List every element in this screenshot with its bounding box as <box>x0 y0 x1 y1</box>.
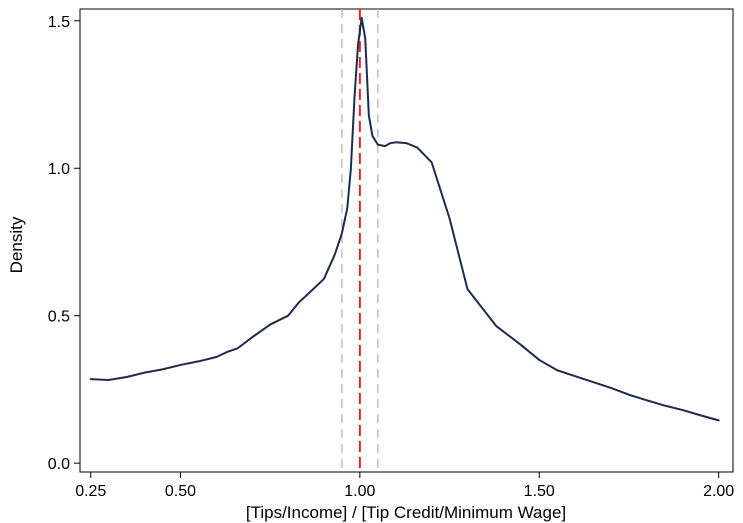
density-point <box>646 399 648 401</box>
density-point <box>538 359 540 361</box>
density-point <box>431 161 433 163</box>
density-point <box>377 144 379 146</box>
series-layer <box>89 16 720 422</box>
x-tick-label: 0.50 <box>165 483 196 500</box>
density-point <box>126 376 128 378</box>
density-point <box>368 114 370 116</box>
density-point <box>90 378 92 380</box>
density-point <box>372 135 374 137</box>
density-point <box>592 381 594 383</box>
density-point <box>334 254 336 256</box>
density-point <box>682 409 684 411</box>
density-point <box>357 43 359 45</box>
y-tick-label: 0.5 <box>48 309 70 326</box>
x-tick-label: 1.50 <box>524 483 555 500</box>
density-point <box>298 302 300 304</box>
density-point <box>346 207 348 209</box>
density-point <box>389 142 391 144</box>
density-point <box>198 361 200 363</box>
density-point <box>520 344 522 346</box>
reference-lines <box>341 9 379 472</box>
density-point <box>312 288 314 290</box>
density-point <box>144 372 146 374</box>
y-tick-label: 1.0 <box>48 161 70 178</box>
density-point <box>556 369 558 371</box>
density-point <box>467 288 469 290</box>
density-point <box>350 167 352 169</box>
density-point <box>354 97 356 99</box>
density-point <box>384 145 386 147</box>
density-series-line <box>89 16 720 422</box>
density-point <box>108 379 110 381</box>
y-axis: 0.0 0.5 1.0 1.5 <box>48 14 80 473</box>
density-point <box>628 394 630 396</box>
density-point <box>226 351 228 353</box>
density-point <box>395 141 397 143</box>
x-axis: 0.25 0.50 1.00 1.50 2.00 <box>75 472 734 500</box>
density-point <box>406 142 408 144</box>
density-point <box>180 364 182 366</box>
density-point <box>664 405 666 407</box>
density-point <box>361 17 363 19</box>
plot-frame <box>79 8 734 473</box>
density-point <box>610 387 612 389</box>
x-tick-label: 2.00 <box>703 483 734 500</box>
x-tick-label: 0.25 <box>75 483 106 500</box>
density-point <box>269 324 271 326</box>
density-point <box>416 147 418 149</box>
density-point <box>449 217 451 219</box>
y-axis-title: Density <box>7 216 26 273</box>
density-point <box>700 414 702 416</box>
y-tick-label: 1.5 <box>48 14 70 31</box>
density-point <box>215 356 217 358</box>
density-point <box>251 336 253 338</box>
density-point <box>574 375 576 377</box>
density-point <box>162 368 164 370</box>
density-point <box>323 278 325 280</box>
x-tick-label: 1.00 <box>344 483 375 500</box>
density-point <box>495 325 497 327</box>
x-axis-title: [Tips/Income] / [Tip Credit/Minimum Wage… <box>246 503 566 522</box>
density-point <box>364 38 366 40</box>
density-point <box>287 315 289 317</box>
density-point <box>237 347 239 349</box>
density-point <box>718 419 720 421</box>
y-tick-label: 0.0 <box>48 456 70 473</box>
density-point <box>341 232 343 234</box>
